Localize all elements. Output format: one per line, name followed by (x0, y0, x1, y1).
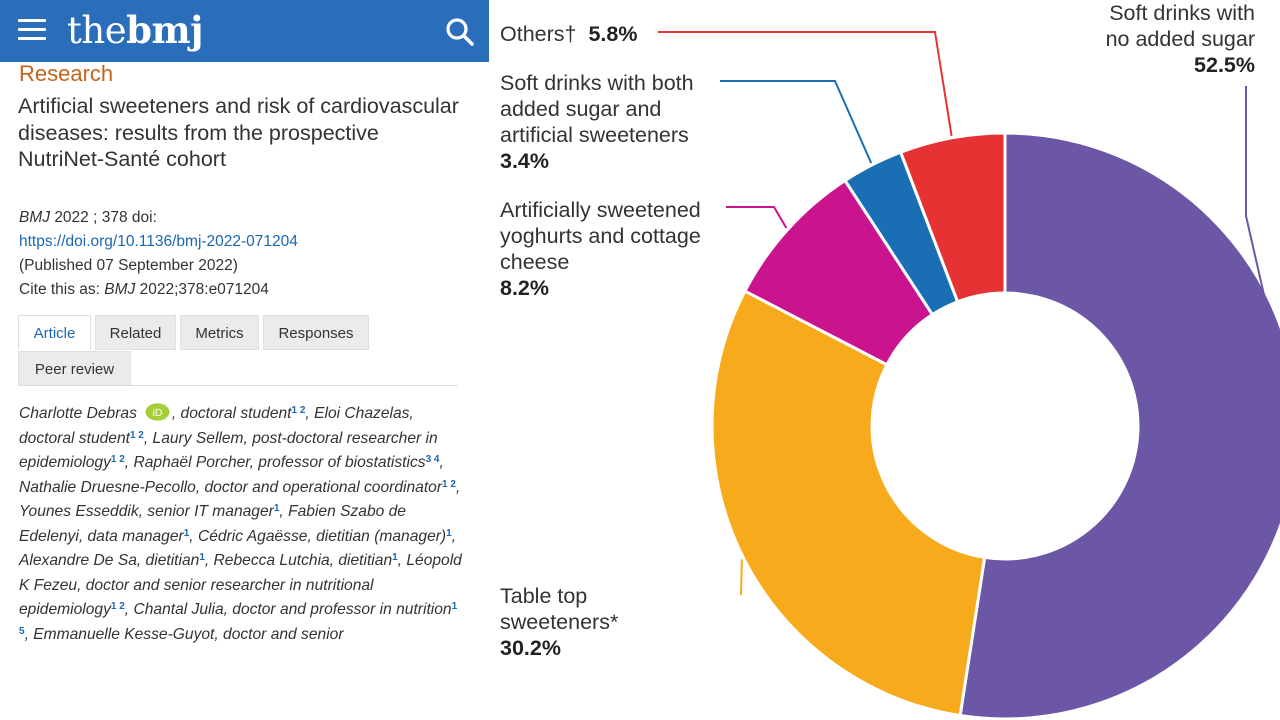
slice-label-text: Artificially sweetened (500, 198, 701, 222)
year-volume: 2022 ; 378 (54, 209, 128, 226)
affiliation-sup[interactable]: 1 2 (442, 478, 456, 490)
donut-slice (958, 131, 1280, 720)
affiliation-sup[interactable]: 1 2 (129, 429, 144, 441)
cite-line: Cite this as: BMJ 2022;378:e071204 (19, 280, 269, 300)
donut-slice (710, 289, 987, 718)
author-entry[interactable]: , Younes Esseddik, senior IT manager (19, 478, 461, 521)
affiliation-sup[interactable]: 1 (273, 503, 280, 514)
article-panel: thebmj Research Artificial sweeteners an… (0, 0, 489, 720)
affiliation-sup[interactable]: 1 (392, 552, 398, 563)
hamburger-menu-icon[interactable] (18, 19, 46, 41)
author-entry[interactable]: , Léopold K Fezeu, doctor and senior res… (19, 552, 462, 618)
affiliation-sup[interactable]: 1 2 (110, 601, 125, 612)
slice-value-label: 3.4% (500, 149, 550, 173)
slice-label-text: Soft drinks with both (500, 71, 694, 95)
leader-line (720, 80, 873, 164)
leader-line (726, 206, 788, 229)
donut-slice (899, 131, 1007, 304)
slice-label-text: added sugar and (500, 97, 662, 121)
slice-label-text: artificial sweeteners (500, 123, 689, 147)
author-entry[interactable]: , doctoral student (171, 405, 292, 422)
slice-label-text: Others† (500, 22, 577, 46)
author-entry[interactable]: , Fabien Szabo de Edelenyi, data manager (19, 503, 406, 545)
cite-ref: 2022;378:e071204 (139, 281, 269, 298)
tab-metrics[interactable]: Metrics (180, 315, 259, 350)
leader-line (740, 559, 743, 596)
tab-responses[interactable]: Responses (263, 315, 369, 350)
slice-label-text: sweeteners* (500, 610, 619, 634)
slice-label: Soft drinks with both added sugar and arti… (500, 70, 740, 174)
author-entry[interactable]: , Cédric Agaësse, dietitian (manager) (189, 527, 447, 545)
cite-journal: BMJ (104, 281, 136, 298)
logo-bmj: bmj (126, 8, 204, 52)
affiliation-sup[interactable]: 1 5 (19, 601, 458, 637)
author-entry[interactable]: Charlotte Debras (19, 405, 137, 422)
author-entry[interactable]: , Raphaël Porcher, professor of biostati… (124, 454, 426, 471)
author-list: Charlotte Debras iD, doctoral student1 2,… (19, 402, 469, 647)
author-entry[interactable]: , Nathalie Druesne-Pecollo, doctor and o… (19, 454, 444, 496)
slice-label-text: Table top (500, 584, 588, 608)
slice-label-text: Soft drinks with (1109, 1, 1255, 25)
donut-chart: Soft drinks with no added sugar 52.5% Table… (489, 0, 1280, 720)
author-entry[interactable]: , Chantal Julia, doctor and professor in… (124, 601, 452, 618)
author-entry[interactable]: , Alexandre De Sa, dietitian (19, 527, 457, 570)
donut-chart-svg (658, 31, 1280, 720)
slice-label: Table top sweeteners* 30.2% (500, 583, 720, 661)
slice-label: Others† 5.8% (500, 21, 700, 47)
journal-name: BMJ (19, 209, 50, 226)
citation-line: BMJ 2022 ; 378 doi: (19, 208, 157, 228)
doi-link[interactable]: https://doi.org/10.1136/bmj-2022-071204 (19, 233, 298, 250)
search-icon[interactable] (444, 16, 476, 48)
author-entry[interactable]: , Rebecca Lutchia, dietitian (204, 552, 393, 569)
slice-value-label: 30.2% (500, 636, 561, 660)
tab-peer-review[interactable]: Peer review (18, 351, 131, 386)
slice-value-label: 52.5% (1194, 53, 1255, 77)
slice-label-text: cheese (500, 250, 570, 274)
published-date: (Published 07 September 2022) (19, 257, 238, 274)
affiliation-sup[interactable]: 1 (199, 552, 205, 563)
author-entry[interactable]: , Emmanuelle Kesse-Guyot, doctor and sen… (24, 625, 344, 643)
slice-label-text: yoghurts and cottage (500, 224, 701, 248)
slice-value-label: 8.2% (500, 276, 550, 300)
slice-value-label: 5.8% (588, 22, 638, 46)
author-entry[interactable]: , Laury Sellem, post-doctoral researcher… (19, 429, 438, 472)
bmj-logo[interactable]: thebmj (67, 7, 204, 53)
site-header: thebmj (0, 0, 489, 62)
leader-line (658, 31, 953, 137)
cite-prefix: Cite this as: (19, 281, 100, 298)
affiliation-sup[interactable]: 1 (183, 527, 190, 539)
affiliation-sup[interactable]: 1 (446, 527, 452, 539)
orcid-icon[interactable]: iD (145, 403, 170, 421)
doi-label: doi: (131, 209, 157, 226)
leader-line (1245, 86, 1280, 370)
slice-label: Soft drinks with no added sugar 52.5% (1049, 0, 1255, 78)
section-label[interactable]: Research (19, 61, 114, 86)
author-entry[interactable]: , Eloi Chazelas, doctoral student (19, 405, 414, 447)
affiliation-sup[interactable]: 1 2 (110, 454, 125, 465)
article-title: Artificial sweeteners and risk of cardio… (18, 94, 459, 171)
tab-article[interactable]: Article (18, 315, 91, 350)
logo-the: the (67, 9, 127, 52)
slice-label-text: no added sugar (1105, 27, 1255, 51)
svg-text:iD: iD (152, 407, 162, 419)
tab-related[interactable]: Related (95, 315, 176, 350)
affiliation-sup[interactable]: 3 4 (425, 454, 440, 465)
slice-label: Artificially sweetened yoghurts and cotta… (500, 197, 740, 301)
affiliation-sup[interactable]: 1 2 (291, 405, 306, 416)
tabs-divider (18, 385, 458, 386)
